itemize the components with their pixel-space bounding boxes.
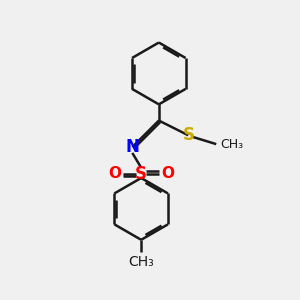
- Text: N: N: [125, 138, 139, 156]
- Text: CH₃: CH₃: [128, 254, 154, 268]
- Text: O: O: [108, 166, 121, 181]
- Text: S: S: [182, 126, 194, 144]
- Text: S: S: [135, 165, 147, 183]
- Text: CH₃: CH₃: [221, 138, 244, 151]
- Text: O: O: [161, 166, 174, 181]
